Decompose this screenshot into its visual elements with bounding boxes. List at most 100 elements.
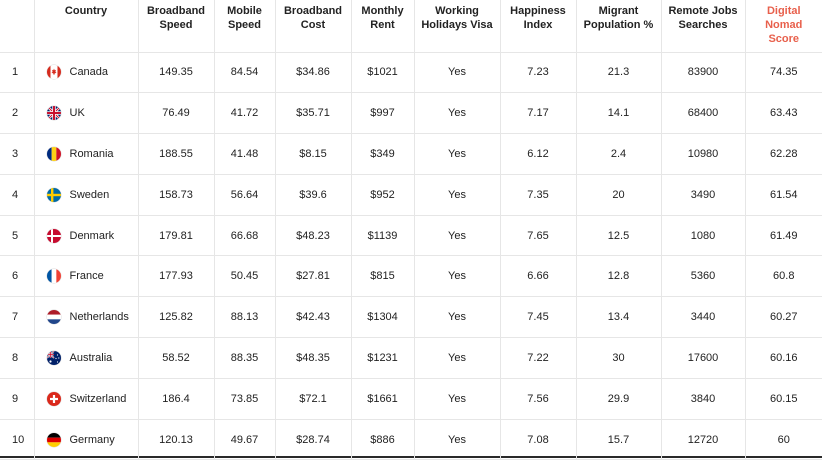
broadband-cost-cell: $35.71 xyxy=(275,92,352,135)
visa-cell: Yes xyxy=(414,419,501,460)
digital-nomad-score-cell: 61.49 xyxy=(745,215,822,257)
switzerland-flag-icon xyxy=(46,391,61,406)
table-row: 10 Germany 120.13 49.67 $28.74 $886 Yes 7.08 15.… xyxy=(0,419,822,460)
broadband-cost-cell: $48.35 xyxy=(275,337,352,379)
remote-jobs-cell: 1080 xyxy=(661,215,746,257)
rank-cell: 7 xyxy=(0,296,35,339)
monthly-rent-cell: $349 xyxy=(351,133,415,175)
country-name: Canada xyxy=(69,66,109,79)
monthly-rent-cell: $997 xyxy=(351,92,415,135)
rank-cell: 8 xyxy=(0,337,35,379)
visa-cell: Yes xyxy=(414,92,501,135)
header-monthly-rent[interactable]: Monthly Rent xyxy=(351,0,415,53)
country-cell: France xyxy=(34,255,139,298)
monthly-rent-cell: $1021 xyxy=(351,52,415,94)
header-remote-jobs-searches[interactable]: Remote Jobs Searches xyxy=(661,0,746,53)
country-name: Australia xyxy=(69,351,113,364)
digital-nomad-score-cell: 63.43 xyxy=(745,92,822,135)
mobile-speed-cell: 84.54 xyxy=(214,52,276,94)
happiness-index-cell: 7.17 xyxy=(500,92,577,135)
header-mobile-speed[interactable]: Mobile Speed xyxy=(214,0,276,53)
migrant-population-cell: 12.5 xyxy=(576,215,662,257)
digital-nomad-score-cell: 60.8 xyxy=(745,255,822,298)
remote-jobs-cell: 5360 xyxy=(661,255,746,298)
digital-nomad-score-cell: 60.16 xyxy=(745,337,822,379)
happiness-index-cell: 7.23 xyxy=(500,52,577,94)
happiness-index-cell: 6.12 xyxy=(500,133,577,175)
rank-cell: 3 xyxy=(0,133,35,175)
header-country[interactable]: Country xyxy=(34,0,139,53)
country-name: France xyxy=(69,270,104,283)
country-cell: Romania xyxy=(34,133,139,175)
migrant-population-cell: 20 xyxy=(576,174,662,216)
country-cell: UK xyxy=(34,92,139,135)
remote-jobs-cell: 17600 xyxy=(661,337,746,379)
rank-cell: 9 xyxy=(0,378,35,420)
digital-nomad-score-cell: 61.54 xyxy=(745,174,822,216)
happiness-index-cell: 7.65 xyxy=(500,215,577,257)
mobile-speed-cell: 41.72 xyxy=(214,92,276,135)
happiness-index-cell: 7.35 xyxy=(500,174,577,216)
rank-cell: 5 xyxy=(0,215,35,257)
migrant-population-cell: 14.1 xyxy=(576,92,662,135)
table-row: 9 Switzerland 186.4 73.85 $72.1 $1661 Yes 7.56 2… xyxy=(0,378,822,420)
remote-jobs-cell: 83900 xyxy=(661,52,746,94)
mobile-speed-cell: 56.64 xyxy=(214,174,276,216)
monthly-rent-cell: $1139 xyxy=(351,215,415,257)
broadband-speed-cell: 186.4 xyxy=(138,378,215,420)
migrant-population-cell: 30 xyxy=(576,337,662,379)
broadband-speed-cell: 76.49 xyxy=(138,92,215,135)
rank-cell: 1 xyxy=(0,52,35,94)
table-row: 2 UK 76.49 41.72 $35.71 $997 Yes 7.17 14.1 68400 6… xyxy=(0,92,822,135)
broadband-cost-cell: $39.6 xyxy=(275,174,352,216)
broadband-cost-cell: $27.81 xyxy=(275,255,352,298)
header-digital-nomad-score[interactable]: Digital Nomad Score xyxy=(745,0,822,53)
country-name: Sweden xyxy=(69,188,110,201)
australia-flag-icon xyxy=(46,350,61,365)
visa-cell: Yes xyxy=(414,378,501,420)
country-cell: Sweden xyxy=(34,174,139,216)
table-row: 6 France 177.93 50.45 $27.81 $815 Yes 6.66 12.8 5… xyxy=(0,255,822,298)
germany-flag-icon xyxy=(46,432,61,447)
remote-jobs-cell: 3840 xyxy=(661,378,746,420)
canada-flag-icon xyxy=(46,65,61,80)
broadband-cost-cell: $28.74 xyxy=(275,419,352,460)
header-rank xyxy=(0,0,35,53)
rank-cell: 10 xyxy=(0,419,35,460)
broadband-speed-cell: 149.35 xyxy=(138,52,215,94)
digital-nomad-score-cell: 60.27 xyxy=(745,296,822,339)
rank-cell: 6 xyxy=(0,255,35,298)
header-broadband-cost[interactable]: Broadband Cost xyxy=(275,0,352,53)
broadband-cost-cell: $8.15 xyxy=(275,133,352,175)
monthly-rent-cell: $1231 xyxy=(351,337,415,379)
broadband-speed-cell: 158.73 xyxy=(138,174,215,216)
digital-nomad-score-cell: 74.35 xyxy=(745,52,822,94)
header-migrant-population[interactable]: Migrant Population % xyxy=(576,0,662,53)
visa-cell: Yes xyxy=(414,215,501,257)
france-flag-icon xyxy=(46,269,61,284)
remote-jobs-cell: 3490 xyxy=(661,174,746,216)
monthly-rent-cell: $1304 xyxy=(351,296,415,339)
country-cell: Netherlands xyxy=(34,296,139,339)
mobile-speed-cell: 88.13 xyxy=(214,296,276,339)
mobile-speed-cell: 88.35 xyxy=(214,337,276,379)
broadband-speed-cell: 58.52 xyxy=(138,337,215,379)
migrant-population-cell: 13.4 xyxy=(576,296,662,339)
migrant-population-cell: 21.3 xyxy=(576,52,662,94)
mobile-speed-cell: 49.67 xyxy=(214,419,276,460)
table-header-row: Country Broadband Speed Mobile Speed Bro… xyxy=(0,0,822,53)
happiness-index-cell: 7.56 xyxy=(500,378,577,420)
table-row: 3 Romania 188.55 41.48 $8.15 $349 Yes 6.12 2.4 10… xyxy=(0,133,822,175)
header-happiness-index[interactable]: Happiness Index xyxy=(500,0,577,53)
happiness-index-cell: 6.66 xyxy=(500,255,577,298)
header-broadband-speed[interactable]: Broadband Speed xyxy=(138,0,215,53)
mobile-speed-cell: 50.45 xyxy=(214,255,276,298)
visa-cell: Yes xyxy=(414,52,501,94)
mobile-speed-cell: 41.48 xyxy=(214,133,276,175)
header-working-holidays-visa[interactable]: Working Holidays Visa xyxy=(414,0,501,53)
romania-flag-icon xyxy=(46,146,61,161)
country-name: Germany xyxy=(69,433,115,446)
monthly-rent-cell: $1661 xyxy=(351,378,415,420)
